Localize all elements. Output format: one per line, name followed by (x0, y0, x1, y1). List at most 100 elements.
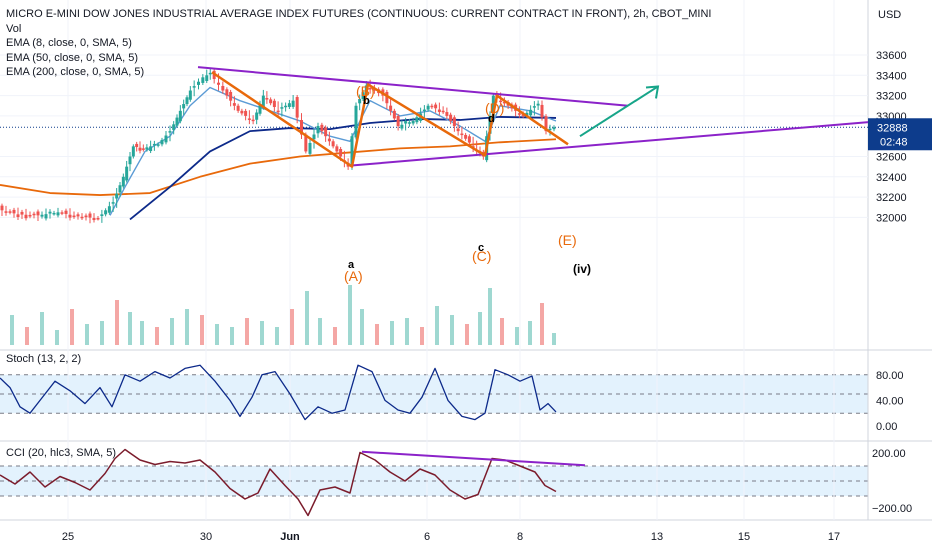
candle-body (175, 117, 179, 126)
candle-body (8, 211, 12, 213)
candle-body (4, 211, 8, 213)
candle-body (141, 148, 145, 150)
candle-body (135, 143, 139, 148)
price-tick-label: 33200 (876, 91, 907, 103)
candle-body (456, 128, 460, 132)
candle-body (385, 91, 389, 104)
volume-bar (25, 327, 29, 345)
candle-body (291, 100, 295, 107)
triangle-upper-line (197, 66, 629, 107)
volume-bar (290, 309, 294, 345)
chart-legend: MICRO E-MINI DOW JONES INDUSTRIAL AVERAG… (6, 7, 711, 80)
candle-body (540, 104, 544, 118)
candle-body (96, 218, 100, 220)
candle-body (372, 89, 376, 91)
candle-body (434, 104, 438, 109)
price-tick-label: 33400 (876, 70, 907, 82)
volume-bar (245, 318, 249, 345)
candle-body (28, 214, 32, 217)
legend-volume[interactable]: Vol (6, 22, 22, 35)
candle-body (121, 176, 125, 187)
candle-body (229, 91, 233, 101)
cci-line (0, 448, 557, 517)
wave-label-iv: (iv) (573, 262, 591, 276)
volume-bar (500, 318, 504, 345)
x-tick-label: 8 (517, 531, 523, 543)
volume-bar (115, 300, 119, 345)
stoch-tick-label: 80.00 (876, 370, 904, 382)
candle-body (449, 114, 453, 121)
candle-body (72, 215, 76, 218)
candle-body (392, 110, 396, 119)
volume-bar (318, 318, 322, 345)
candle-body (60, 212, 64, 214)
candle-body (24, 214, 28, 219)
candle-body (265, 98, 269, 100)
candle-body (80, 216, 84, 219)
candle-body (358, 98, 362, 104)
volume-bar (405, 318, 409, 345)
candle-body (32, 213, 36, 216)
candle-body (460, 133, 464, 136)
volume-bar (155, 327, 159, 345)
candle-body (64, 210, 68, 214)
currency-label: USD (878, 9, 901, 21)
candle-body (240, 110, 244, 114)
volume-bar (10, 315, 14, 345)
chart-title: MICRO E-MINI DOW JONES INDUSTRIAL AVERAG… (6, 8, 712, 20)
candle-body (232, 103, 236, 106)
volume-bar (488, 288, 492, 345)
x-tick-label: 25 (62, 531, 74, 543)
candle-body (269, 99, 273, 104)
candle-body (104, 210, 108, 215)
legend-ema-8[interactable]: EMA (8, close, 0, SMA, 5) (6, 37, 132, 49)
candle-body (258, 104, 262, 114)
volume-bar (348, 285, 352, 345)
candle-body (300, 120, 303, 135)
candle-body (396, 116, 400, 127)
candle-body (52, 212, 56, 215)
volume-bar (540, 303, 544, 345)
candle-body (185, 97, 189, 105)
candle-body (208, 72, 212, 75)
candle-body (84, 215, 88, 218)
candle-body (40, 214, 44, 217)
price-tick-label: 33600 (876, 50, 907, 62)
projection-arrow-shaft (579, 85, 659, 138)
candle-body (284, 105, 288, 108)
candle-body (552, 127, 556, 130)
candle-body (128, 156, 132, 165)
legend-ema-50[interactable]: EMA (50, close, 0, SMA, 5) (6, 51, 139, 64)
candle-body (12, 209, 16, 214)
volume-bar (420, 327, 424, 345)
candle-body (160, 139, 164, 145)
sub-label-c: c (478, 242, 484, 254)
candle-body (100, 214, 104, 216)
candle-body (36, 211, 40, 216)
cci-trendline (361, 450, 586, 467)
candle-body (76, 214, 80, 217)
candle-body (441, 110, 445, 113)
volume-bar (375, 324, 379, 345)
candle-body (145, 147, 149, 150)
x-tick-label: 6 (424, 531, 430, 543)
candle-body (178, 110, 182, 122)
candle-body (251, 119, 255, 122)
candle-body (115, 193, 119, 199)
stoch-tick-label: 40.00 (876, 395, 904, 407)
x-tick-label: 17 (828, 531, 840, 543)
stoch-label[interactable]: Stoch (13, 2, 2) (6, 353, 82, 365)
legend-ema-200[interactable]: EMA (200, close, 0, SMA, 5) (6, 66, 145, 78)
cci-label[interactable]: CCI (20, hlc3, SMA, 5) (6, 447, 117, 459)
candle-body (16, 214, 20, 217)
candle-body (92, 218, 96, 221)
volume-bar (435, 306, 439, 345)
candle-body (467, 136, 471, 143)
x-tick-label: 13 (651, 531, 663, 543)
volume-bar (230, 327, 234, 345)
candle-body (88, 213, 92, 218)
candle-body (532, 106, 536, 108)
candle-body (244, 110, 248, 116)
price-tick-label: 32200 (876, 192, 907, 204)
volume-bar (333, 327, 337, 345)
